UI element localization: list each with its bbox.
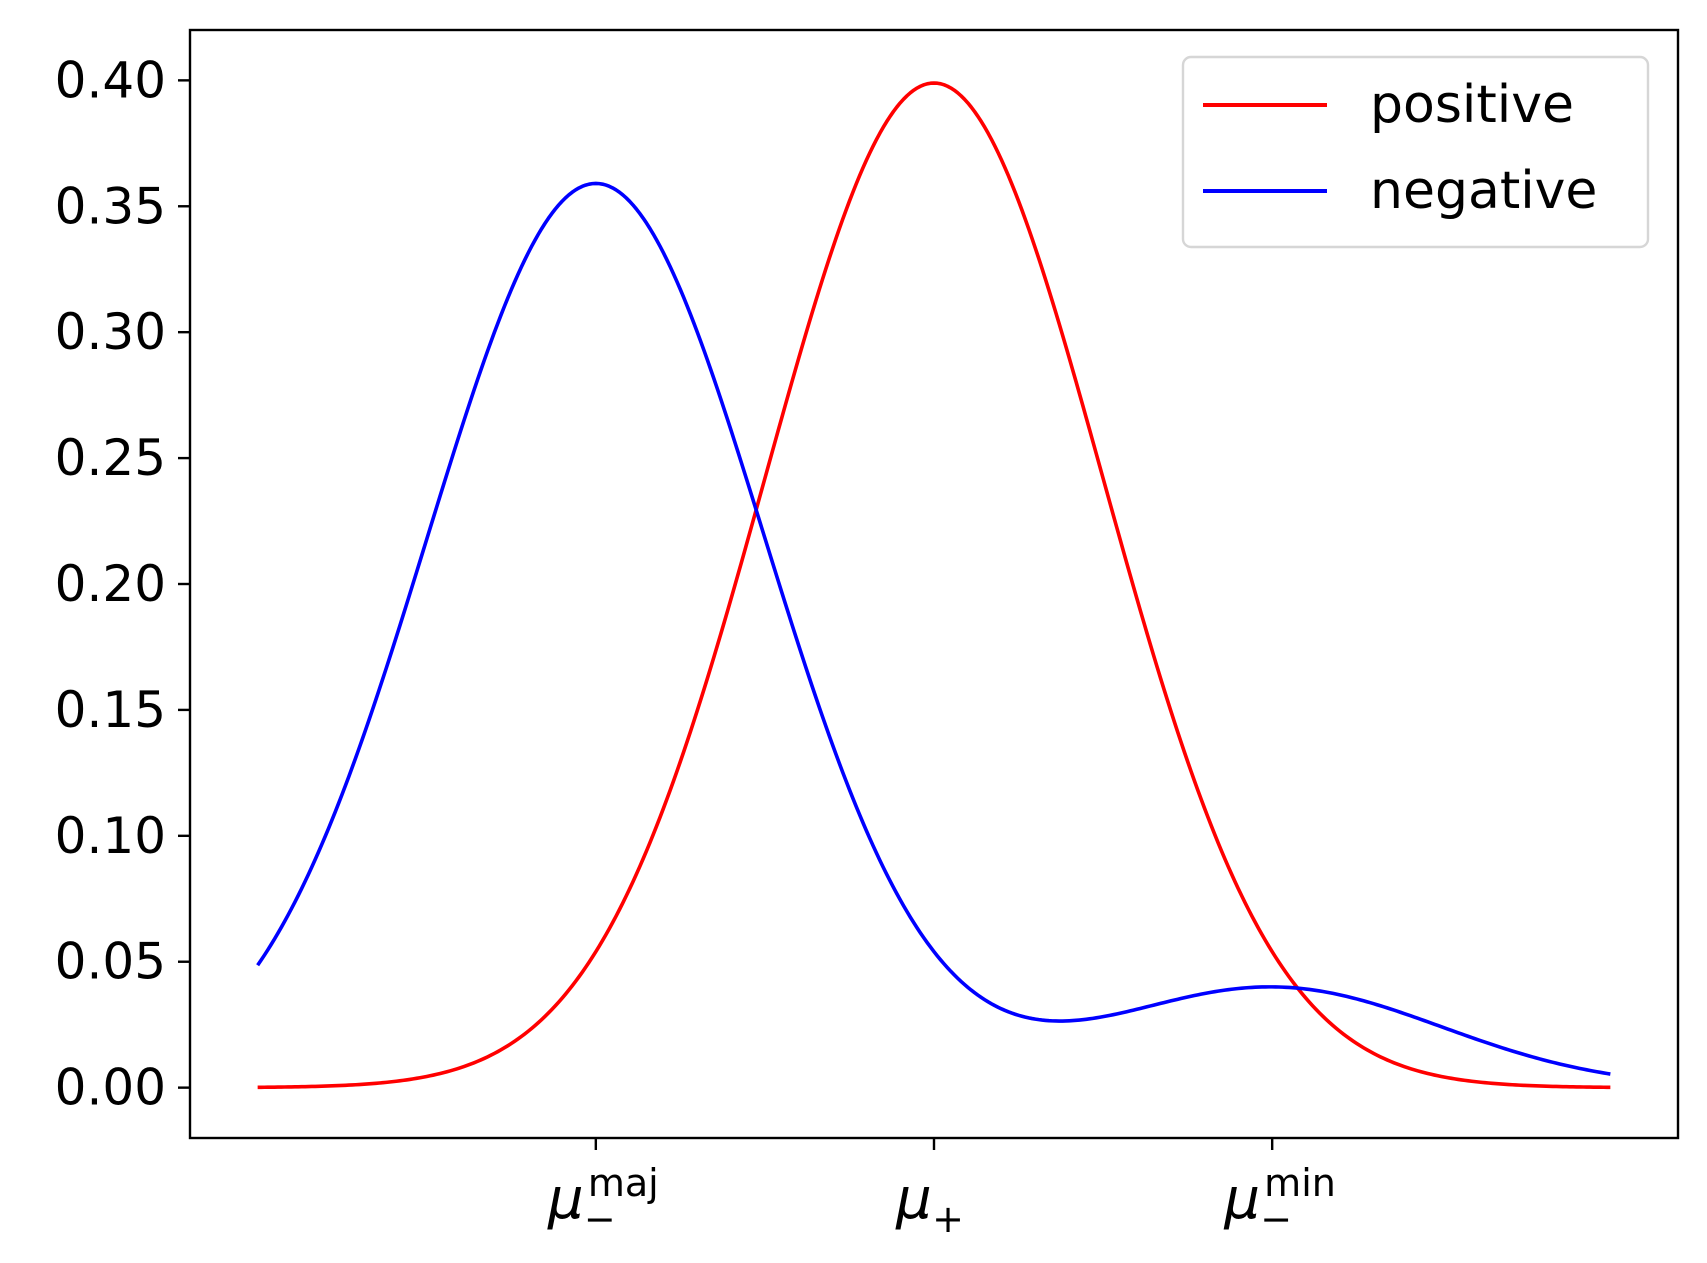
y-tick-label: 0.10 xyxy=(55,807,166,865)
y-tick-label: 0.20 xyxy=(55,555,166,613)
y-tick-label: 0.05 xyxy=(55,933,166,991)
x-tick-label-superscript: maj xyxy=(588,1161,659,1205)
y-axis: 0.00 0.05 0.10 0.15 0.20 0.25 0.30 0.35 0.40 xyxy=(55,51,190,1117)
legend-label-negative: negative xyxy=(1370,161,1597,221)
y-tick-label: 0.40 xyxy=(55,51,166,109)
y-tick-label: 0.25 xyxy=(55,429,166,487)
x-tick-label-superscript: min xyxy=(1264,1161,1336,1205)
legend: positive negative xyxy=(1181,55,1650,249)
y-tick-label: 0.35 xyxy=(55,177,166,235)
x-tick-label-subscript: + xyxy=(932,1197,964,1241)
x-tick-label-subscript: − xyxy=(1260,1197,1292,1241)
series-line-negative xyxy=(256,181,1611,1076)
y-tick-label: 0.00 xyxy=(55,1059,166,1117)
legend-label-positive: positive xyxy=(1370,75,1574,135)
y-tick-label: 0.15 xyxy=(55,681,166,739)
x-axis: μ −maj μ + μ −min xyxy=(547,1138,1336,1241)
series-line-positive xyxy=(257,81,1611,1090)
x-tick-label-base: μ xyxy=(547,1167,584,1232)
series-lines xyxy=(256,81,1611,1090)
x-tick-label-base: μ xyxy=(1223,1167,1260,1232)
y-tick-label: 0.30 xyxy=(55,303,166,361)
x-tick-label-base: μ xyxy=(895,1167,932,1232)
x-tick-label-subscript: − xyxy=(584,1197,616,1241)
